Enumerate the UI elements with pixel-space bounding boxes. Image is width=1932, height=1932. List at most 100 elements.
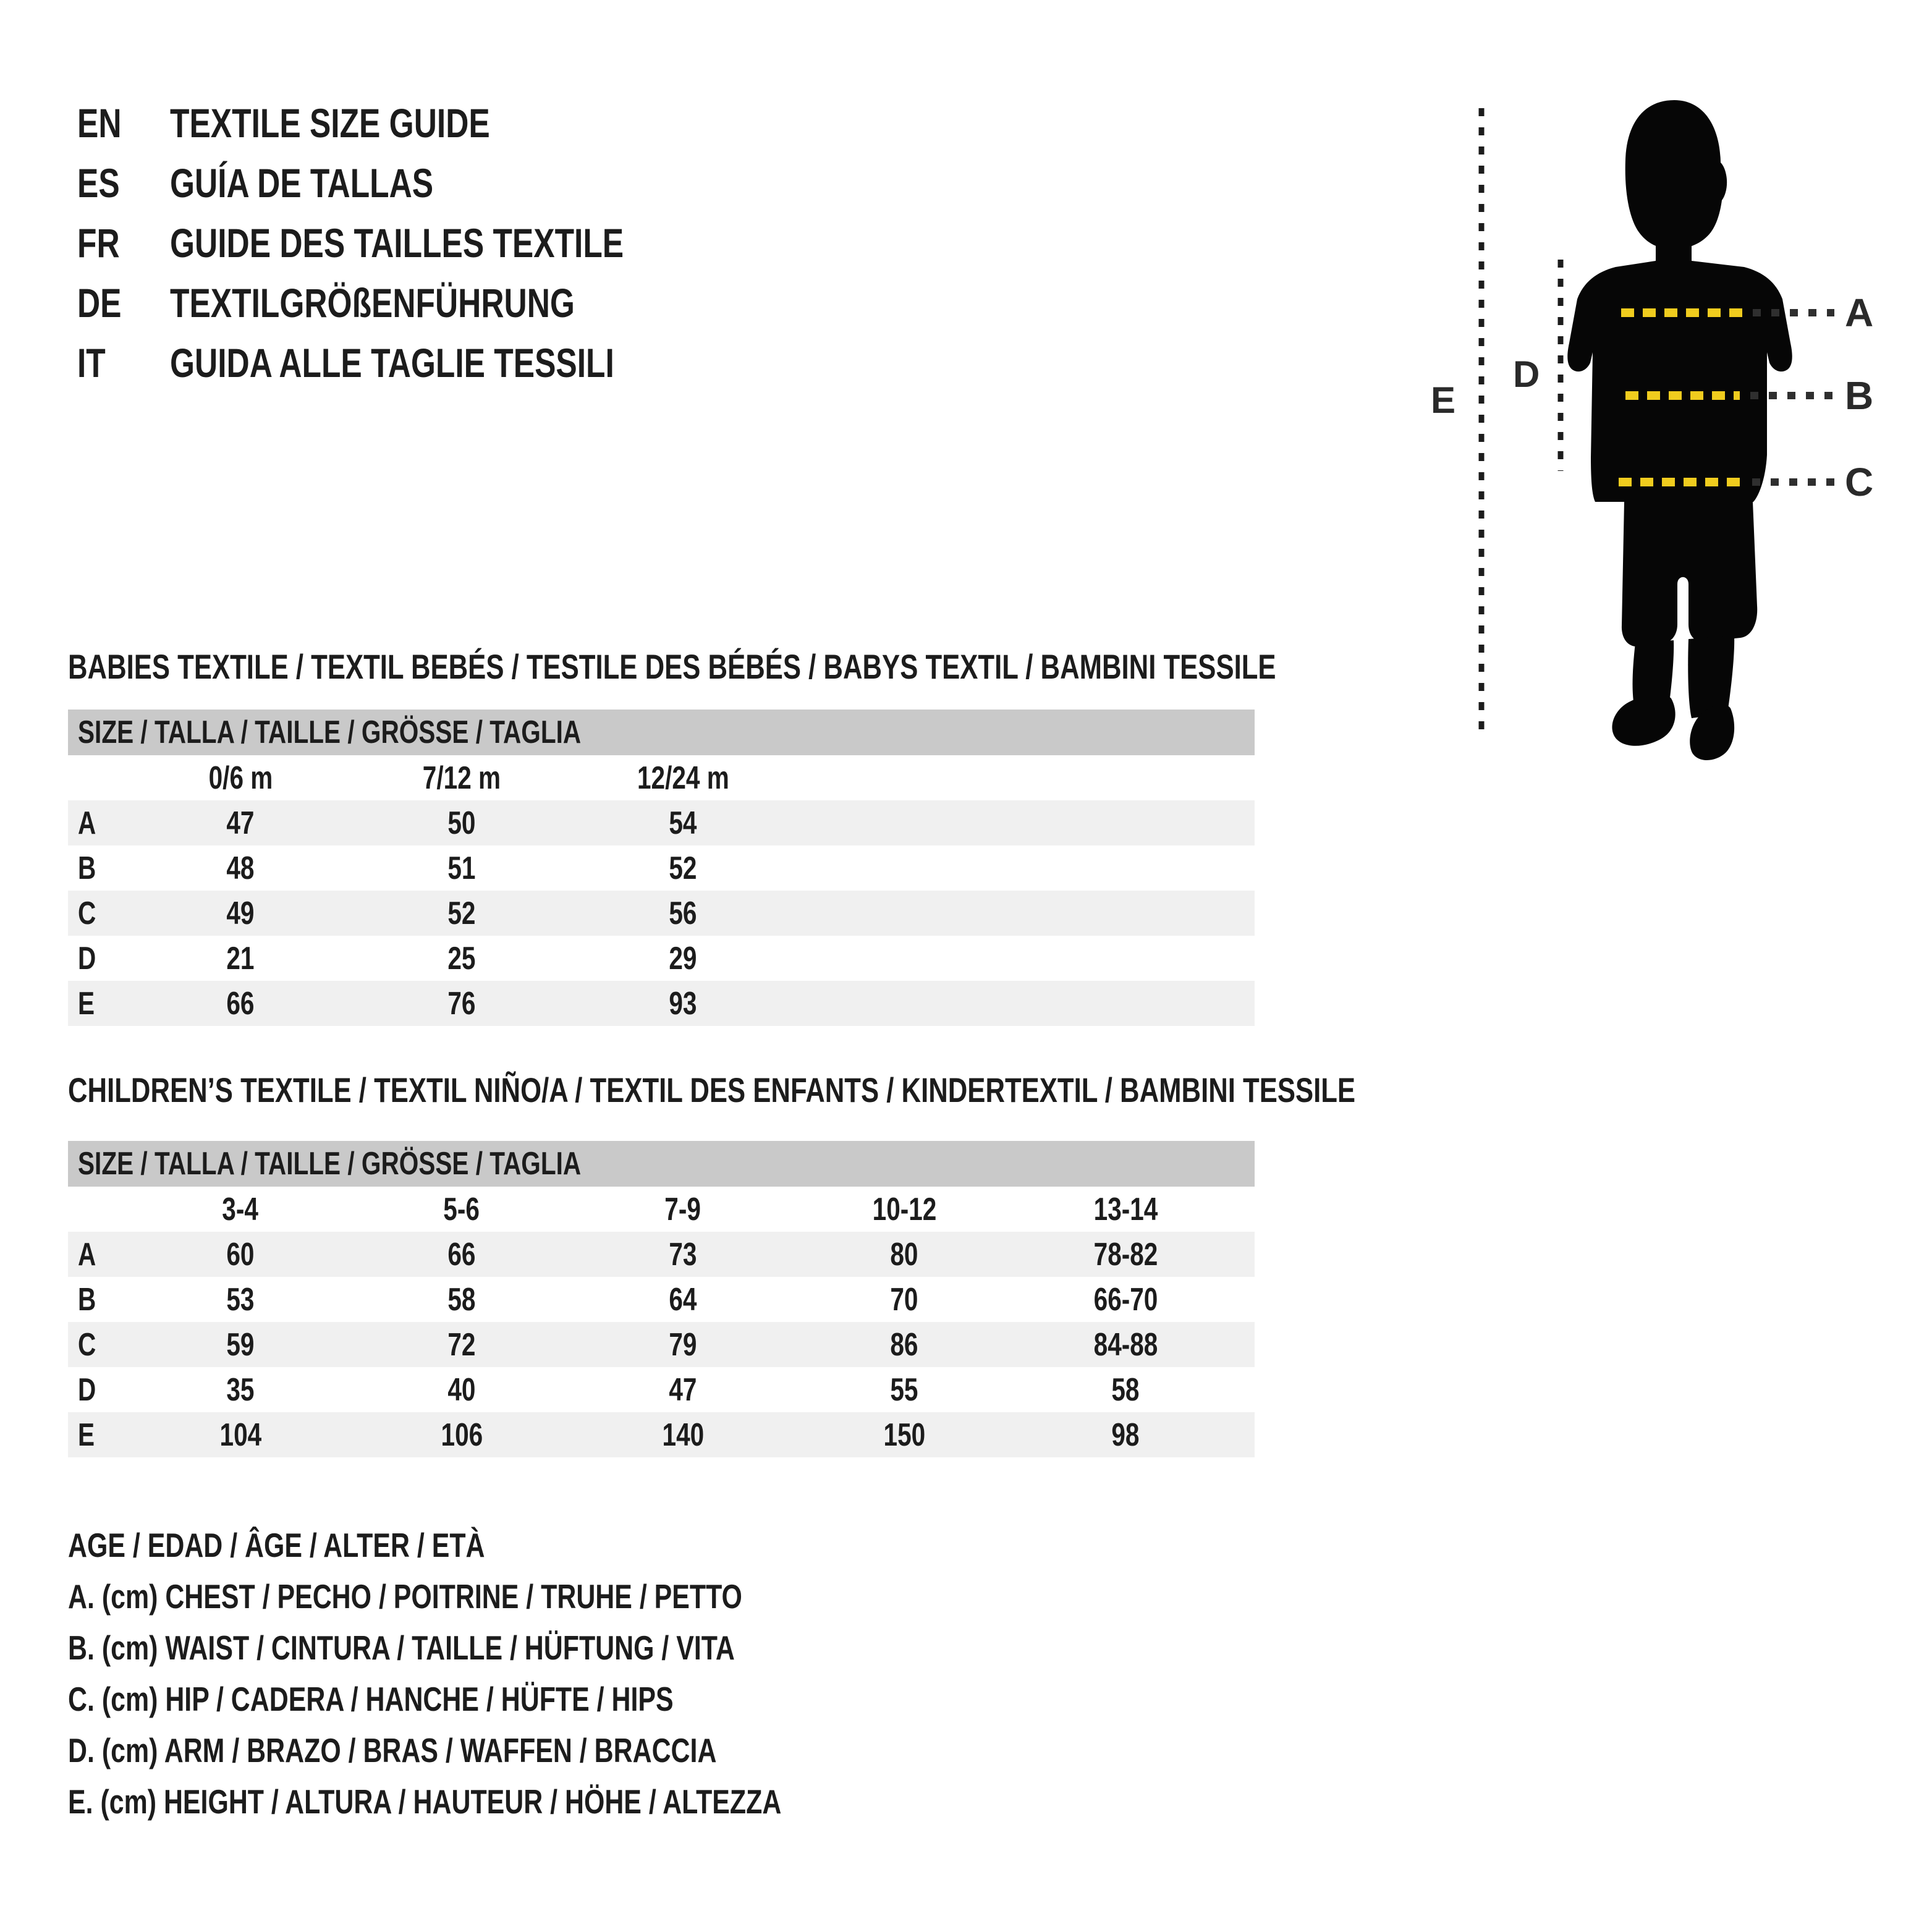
cell: 25 (351, 940, 572, 977)
cell-text: 55 (890, 1371, 918, 1408)
cell: 52 (351, 895, 572, 932)
size-header-bar: SIZE / TALLA / TAILLE / GRÖSSE / TAGLIA (68, 710, 1255, 755)
cell-text: 25 (447, 940, 476, 977)
column-header: 5-6 (351, 1191, 572, 1228)
cell-text: 84-88 (1093, 1326, 1158, 1363)
cell-text: 54 (669, 805, 697, 841)
guide-title: GUÍA DE TALLAS (170, 159, 752, 206)
table-row: E 104 106 140 150 98 (68, 1412, 1255, 1457)
legend-line-chest: A. (cm) CHEST / PECHO / POITRINE / TRUHE… (68, 1570, 983, 1622)
babies-section-title: BABIES TEXTILE / TEXTIL BEBÉS / TESTILE … (68, 646, 1617, 687)
cell-text: 93 (669, 985, 697, 1022)
cell: 55 (794, 1371, 1015, 1409)
cell: 66 (351, 1236, 572, 1273)
language-row-fr: FR GUIDE DES TAILLES TEXTILE (77, 213, 752, 273)
table-row: B 48 51 52 (68, 845, 1255, 891)
cell: 29 (572, 940, 794, 977)
cell: 104 (130, 1417, 351, 1454)
table-row: E 66 76 93 (68, 981, 1255, 1026)
column-header: 7/12 m (351, 760, 572, 797)
cell-text: 47 (669, 1371, 697, 1408)
cell-text: 76 (447, 985, 476, 1022)
cell-text: 60 (226, 1236, 255, 1273)
cell: 47 (130, 805, 351, 842)
size-header-text: SIZE / TALLA / TAILLE / GRÖSSE / TAGLIA (78, 714, 582, 750)
cell: 56 (572, 895, 794, 932)
language-code: EN (77, 100, 170, 146)
cell-text: 59 (226, 1326, 255, 1363)
cell: 86 (794, 1326, 1015, 1363)
legend-line-text: C. (cm) HIP / CADERA / HANCHE / HÜFTE / … (68, 1679, 674, 1718)
row-label: B (68, 850, 130, 887)
guide-title-text: GUIDA ALLE TAGLIE TESSILI (170, 339, 614, 386)
column-header-text: 10-12 (872, 1191, 936, 1227)
language-row-es: ES GUÍA DE TALLAS (77, 153, 752, 213)
guide-title-text: TEXTILE SIZE GUIDE (170, 100, 490, 146)
cell-text: 66 (447, 1236, 476, 1273)
row-label-spacer (68, 1191, 130, 1228)
label-a: A (1845, 290, 1873, 335)
cell: 73 (572, 1236, 794, 1273)
language-code-text: ES (77, 159, 120, 206)
row-label: E (68, 1417, 130, 1454)
column-header: 10-12 (794, 1191, 1015, 1228)
language-code: DE (77, 279, 170, 326)
guide-title: TEXTILE SIZE GUIDE (170, 100, 752, 146)
babies-table: SIZE / TALLA / TAILLE / GRÖSSE / TAGLIA 0… (68, 710, 1255, 1026)
row-label: A (68, 805, 130, 842)
row-label-text: A (78, 1236, 96, 1273)
cell: 54 (572, 805, 794, 842)
row-label-text: E (78, 1417, 95, 1453)
cell-text: 70 (890, 1281, 918, 1318)
cell-text: 106 (441, 1417, 483, 1453)
legend-line-text: AGE / EDAD / ÂGE / ALTER / ETÀ (68, 1525, 485, 1564)
language-code-text: FR (77, 219, 120, 266)
legend-line-arm: D. (cm) ARM / BRAZO / BRAS / WAFFEN / BR… (68, 1724, 983, 1776)
cell: 79 (572, 1326, 794, 1363)
cell: 78-82 (1015, 1236, 1236, 1273)
silhouette-tshirt (1567, 261, 1792, 502)
cell-text: 150 (883, 1417, 925, 1453)
silhouette-left-shoe (1612, 694, 1676, 746)
cell: 40 (351, 1371, 572, 1409)
row-label: C (68, 1326, 130, 1363)
table-row: D 35 40 47 55 58 (68, 1367, 1255, 1412)
children-section-title-text: CHILDREN’S TEXTILE / TEXTIL NIÑO/A / TEX… (68, 1070, 1356, 1109)
cell-text: 58 (1111, 1371, 1140, 1408)
guide-title-text: TEXTILGRÖßENFÜHRUNG (170, 279, 575, 326)
row-label-text: A (78, 805, 96, 841)
language-code: IT (77, 339, 170, 386)
cell: 66-70 (1015, 1281, 1236, 1318)
cell: 70 (794, 1281, 1015, 1318)
cell-text: 72 (447, 1326, 476, 1363)
cell: 80 (794, 1236, 1015, 1273)
cell-text: 140 (662, 1417, 704, 1453)
cell: 66 (130, 985, 351, 1022)
cell: 60 (130, 1236, 351, 1273)
legend-line-text: A. (cm) CHEST / PECHO / POITRINE / TRUHE… (68, 1577, 742, 1616)
column-header: 7-9 (572, 1191, 794, 1228)
column-header-text: 7/12 m (422, 760, 501, 796)
column-header-row: 3-4 5-6 7-9 10-12 13-14 (68, 1187, 1255, 1232)
row-label: E (68, 985, 130, 1022)
size-header-text: SIZE / TALLA / TAILLE / GRÖSSE / TAGLIA (78, 1146, 582, 1182)
cell-text: 48 (226, 850, 255, 886)
table-row: B 53 58 64 70 66-70 (68, 1277, 1255, 1322)
label-d: D (1513, 354, 1540, 395)
legend-line-text: E. (cm) HEIGHT / ALTURA / HAUTEUR / HÖHE… (68, 1782, 782, 1821)
cell: 64 (572, 1281, 794, 1318)
cell: 50 (351, 805, 572, 842)
language-row-de: DE TEXTILGRÖßENFÜHRUNG (77, 273, 752, 333)
language-row-en: EN TEXTILE SIZE GUIDE (77, 93, 752, 153)
column-header-text: 12/24 m (637, 760, 729, 796)
cell: 76 (351, 985, 572, 1022)
cell-text: 58 (447, 1281, 476, 1318)
column-header: 0/6 m (130, 760, 351, 797)
language-header: EN TEXTILE SIZE GUIDE ES GUÍA DE TALLAS … (77, 93, 752, 392)
cell: 35 (130, 1371, 351, 1409)
size-header-bar: SIZE / TALLA / TAILLE / GRÖSSE / TAGLIA (68, 1141, 1255, 1187)
cell-text: 50 (447, 805, 476, 841)
silhouette-right-leg (1688, 635, 1735, 718)
cell-text: 53 (226, 1281, 255, 1318)
